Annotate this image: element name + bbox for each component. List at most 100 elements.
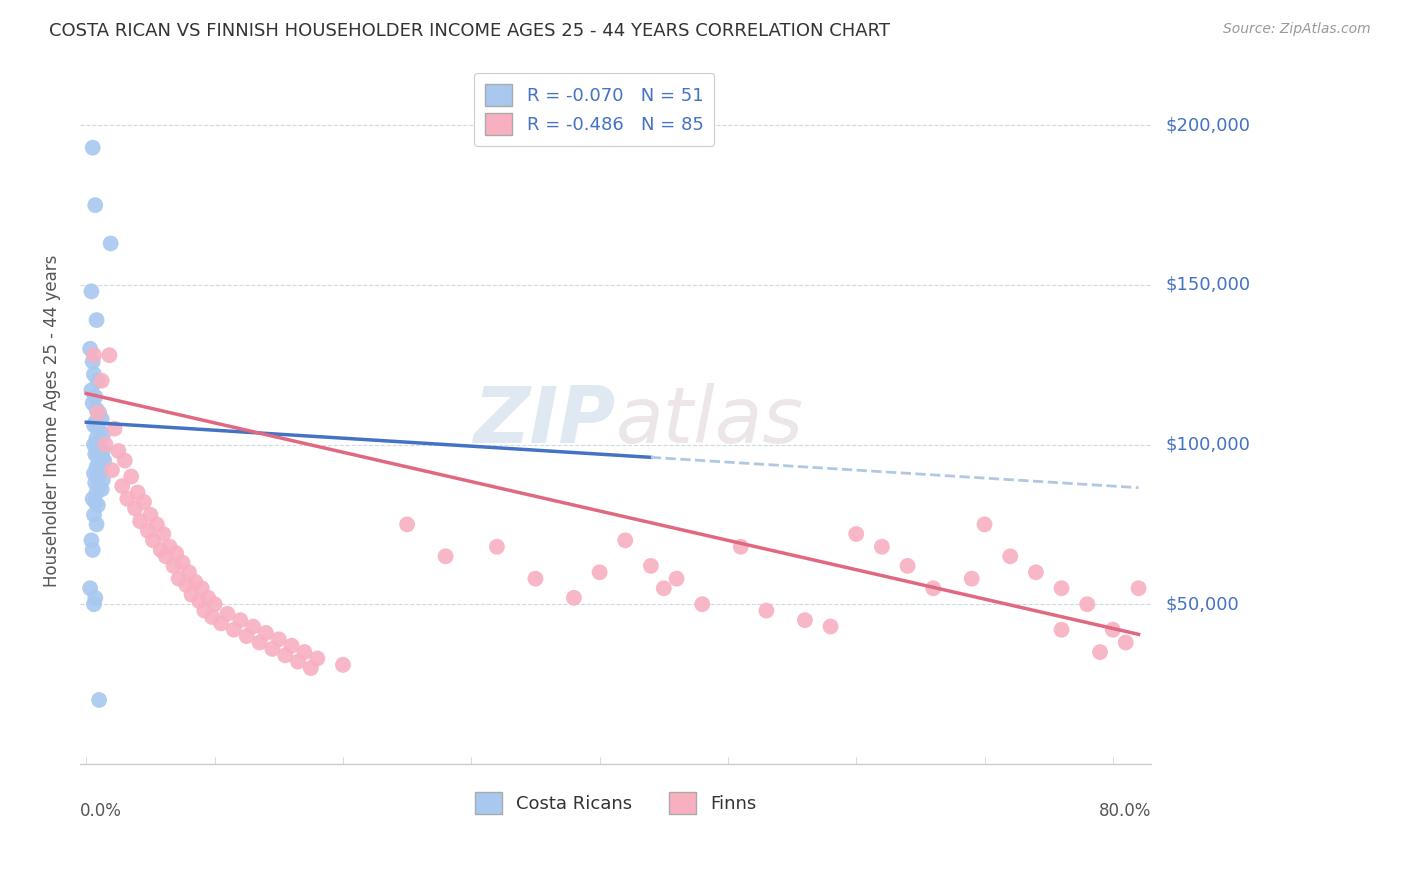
Point bbox=[100, 236, 122, 251]
Point bbox=[1000, 549, 1022, 564]
Point bbox=[80, 533, 103, 548]
Point bbox=[94, 437, 117, 451]
Point bbox=[249, 635, 271, 649]
Point bbox=[922, 581, 945, 595]
Point bbox=[87, 693, 110, 707]
Point bbox=[107, 444, 129, 458]
Point bbox=[86, 431, 108, 445]
Point bbox=[91, 428, 114, 442]
Point bbox=[242, 619, 264, 633]
Point bbox=[167, 572, 190, 586]
Point bbox=[229, 613, 252, 627]
Legend: Costa Ricans, Finns: Costa Ricans, Finns bbox=[465, 783, 765, 823]
Point bbox=[87, 406, 110, 420]
Point bbox=[896, 558, 918, 573]
Point bbox=[184, 574, 207, 589]
Point bbox=[222, 623, 245, 637]
Point bbox=[86, 313, 108, 327]
Point bbox=[87, 450, 110, 465]
Point bbox=[267, 632, 290, 647]
Point bbox=[83, 597, 105, 611]
Point bbox=[180, 588, 202, 602]
Point bbox=[82, 141, 104, 155]
Point bbox=[103, 422, 125, 436]
Point bbox=[80, 384, 103, 398]
Point bbox=[155, 549, 177, 564]
Point bbox=[434, 549, 457, 564]
Point bbox=[614, 533, 637, 548]
Point bbox=[120, 469, 142, 483]
Text: atlas: atlas bbox=[616, 383, 803, 458]
Y-axis label: Householder Income Ages 25 - 44 years: Householder Income Ages 25 - 44 years bbox=[44, 254, 60, 587]
Point bbox=[287, 655, 309, 669]
Point bbox=[114, 453, 136, 467]
Point bbox=[820, 619, 842, 633]
Text: $50,000: $50,000 bbox=[1166, 595, 1239, 613]
Text: 80.0%: 80.0% bbox=[1099, 802, 1152, 820]
Text: 0.0%: 0.0% bbox=[80, 802, 122, 820]
Point bbox=[176, 578, 198, 592]
Point bbox=[294, 645, 316, 659]
Point bbox=[84, 495, 107, 509]
Point bbox=[1025, 566, 1047, 580]
Point bbox=[152, 527, 174, 541]
Point bbox=[98, 348, 121, 362]
Point bbox=[89, 442, 111, 457]
Point bbox=[87, 469, 110, 483]
Point bbox=[129, 514, 152, 528]
Point bbox=[162, 558, 184, 573]
Point bbox=[1050, 581, 1073, 595]
Point bbox=[485, 540, 508, 554]
Point bbox=[755, 604, 778, 618]
Point bbox=[79, 581, 101, 595]
Point bbox=[87, 434, 110, 449]
Point bbox=[87, 457, 110, 471]
Point bbox=[640, 558, 662, 573]
Point bbox=[132, 495, 155, 509]
Point bbox=[1050, 623, 1073, 637]
Point bbox=[89, 425, 111, 439]
Point bbox=[86, 485, 108, 500]
Point bbox=[177, 566, 200, 580]
Point bbox=[83, 508, 105, 522]
Point bbox=[146, 517, 169, 532]
Point bbox=[124, 501, 146, 516]
Point bbox=[83, 348, 105, 362]
Text: ZIP: ZIP bbox=[474, 383, 616, 458]
Point bbox=[84, 415, 107, 429]
Point bbox=[82, 354, 104, 368]
Point bbox=[86, 517, 108, 532]
Point bbox=[89, 463, 111, 477]
Point bbox=[960, 572, 983, 586]
Point bbox=[101, 463, 124, 477]
Point bbox=[84, 390, 107, 404]
Point bbox=[84, 475, 107, 490]
Point bbox=[299, 661, 322, 675]
Point bbox=[1076, 597, 1098, 611]
Point bbox=[82, 396, 104, 410]
Point bbox=[274, 648, 297, 663]
Point bbox=[91, 444, 114, 458]
Text: $100,000: $100,000 bbox=[1166, 435, 1250, 453]
Point bbox=[142, 533, 165, 548]
Point bbox=[191, 581, 214, 595]
Point bbox=[197, 591, 219, 605]
Point bbox=[307, 651, 329, 665]
Point bbox=[209, 616, 232, 631]
Point bbox=[165, 546, 187, 560]
Text: COSTA RICAN VS FINNISH HOUSEHOLDER INCOME AGES 25 - 44 YEARS CORRELATION CHART: COSTA RICAN VS FINNISH HOUSEHOLDER INCOM… bbox=[49, 22, 890, 40]
Point bbox=[159, 540, 181, 554]
Point bbox=[562, 591, 585, 605]
Point bbox=[396, 517, 419, 532]
Point bbox=[87, 498, 110, 512]
Point bbox=[79, 342, 101, 356]
Point bbox=[1102, 623, 1125, 637]
Point bbox=[1088, 645, 1111, 659]
Text: $150,000: $150,000 bbox=[1166, 276, 1250, 294]
Point bbox=[217, 607, 239, 621]
Point bbox=[83, 467, 105, 481]
Point bbox=[84, 591, 107, 605]
Point bbox=[93, 453, 115, 467]
Point bbox=[136, 524, 159, 538]
Point bbox=[254, 626, 277, 640]
